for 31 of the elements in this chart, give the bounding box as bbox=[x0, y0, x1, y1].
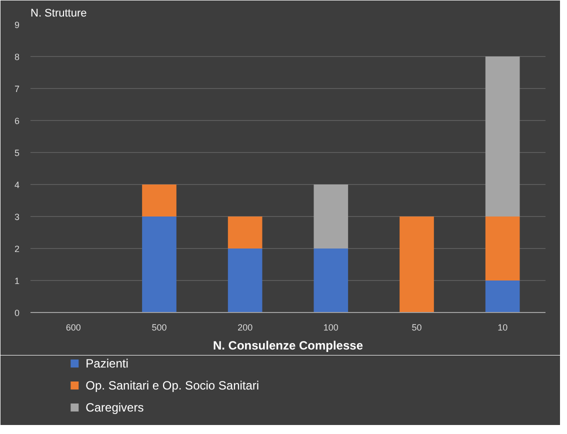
legend-label: Pazienti bbox=[86, 356, 128, 370]
x-tick-label: 500 bbox=[152, 322, 167, 332]
x-tick-label: 100 bbox=[323, 322, 338, 332]
x-tick-label: 600 bbox=[66, 322, 81, 332]
y-tick-label: 7 bbox=[14, 84, 20, 94]
y-tick-label: 2 bbox=[14, 244, 20, 254]
bar bbox=[314, 184, 348, 248]
bar bbox=[142, 184, 176, 216]
bar bbox=[485, 56, 520, 216]
y-tick-label: 5 bbox=[14, 148, 20, 158]
y-tick-label: 6 bbox=[14, 116, 20, 126]
y-tick-label: 4 bbox=[14, 180, 20, 190]
bar bbox=[142, 216, 176, 312]
y-tick-label: 0 bbox=[14, 308, 20, 318]
y-tick-label: 8 bbox=[14, 52, 20, 62]
bar bbox=[485, 216, 520, 280]
legend-label: Op. Sanitari e Op. Socio Sanitari bbox=[86, 378, 260, 392]
y-tick-label: 1 bbox=[14, 276, 20, 286]
x-tick-label: 200 bbox=[238, 322, 253, 332]
x-axis-title: N. Consulenze Complesse bbox=[212, 338, 364, 352]
y-axis-title: N. Strutture bbox=[30, 8, 87, 20]
bar bbox=[228, 216, 262, 248]
y-tick-label: 9 bbox=[14, 20, 20, 30]
bar bbox=[400, 216, 434, 312]
x-tick-label: 10 bbox=[498, 322, 508, 332]
bar bbox=[228, 248, 262, 312]
bar bbox=[314, 248, 348, 312]
x-tick-label: 50 bbox=[412, 322, 422, 332]
y-tick-label: 3 bbox=[14, 212, 20, 222]
legend-label: Caregivers bbox=[86, 400, 144, 414]
bar bbox=[485, 280, 520, 312]
